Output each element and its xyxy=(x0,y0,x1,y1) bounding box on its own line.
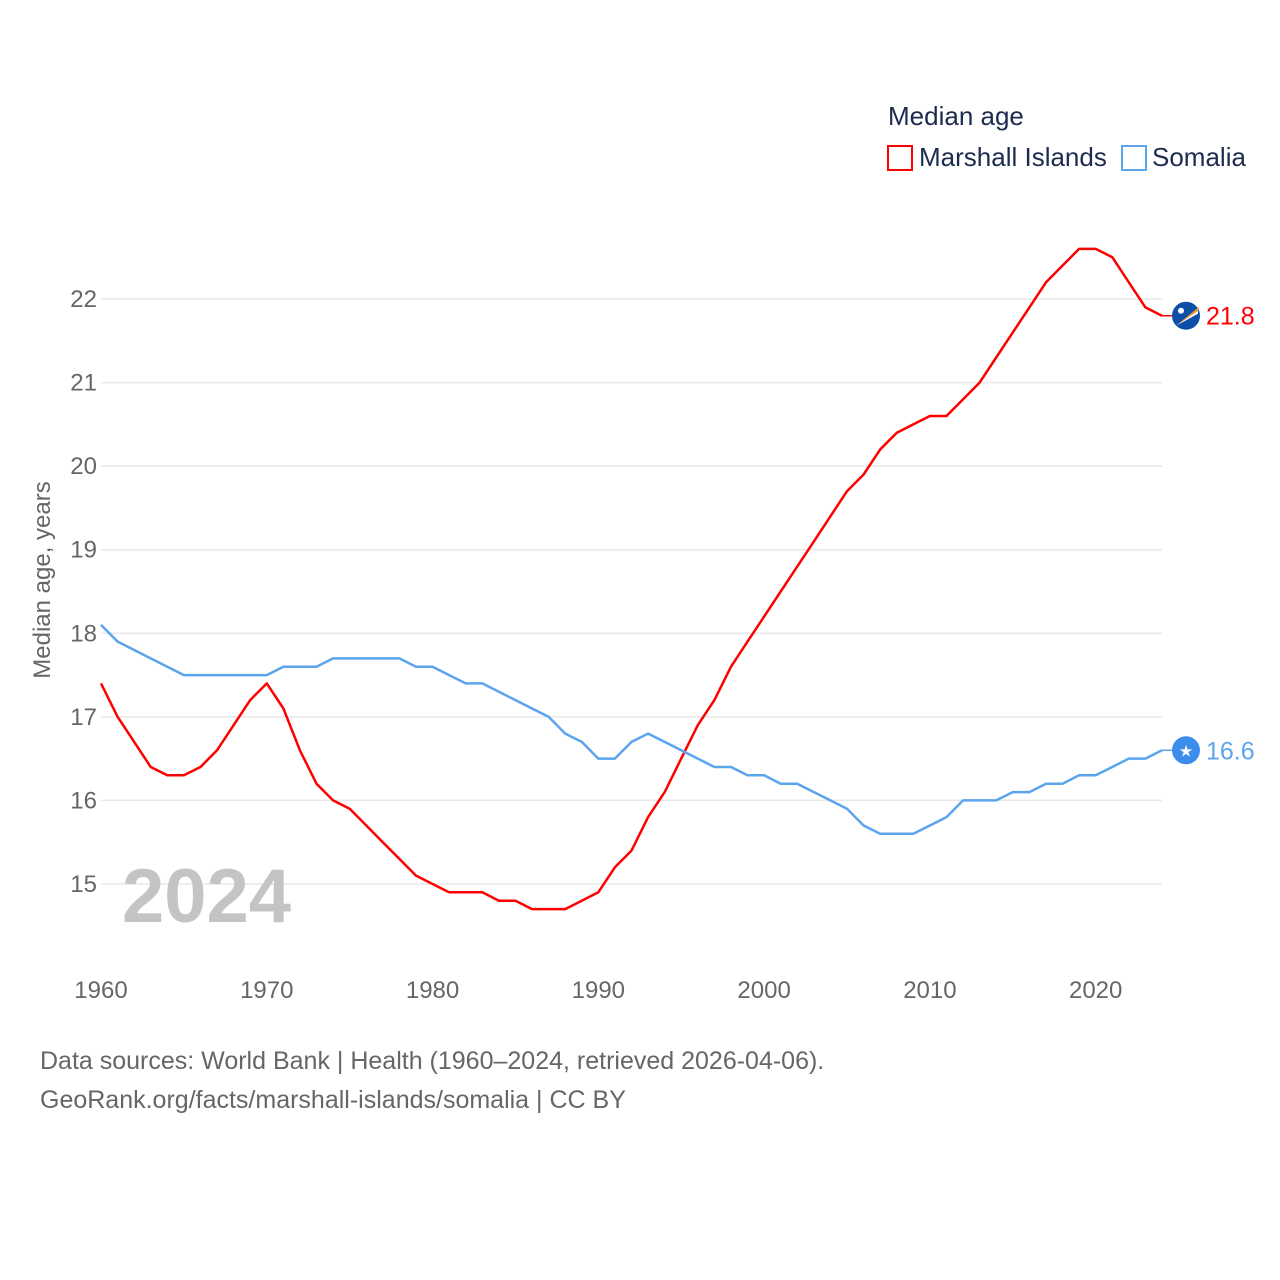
somalia-flag-icon: ★ xyxy=(1172,736,1200,765)
y-tick-label: 17 xyxy=(70,704,97,731)
legend: Median age Marshall Islands Somalia xyxy=(887,101,1246,172)
x-tick-label: 2000 xyxy=(737,977,790,1004)
series-line-marshall-islands xyxy=(99,247,1163,911)
svg-text:★: ★ xyxy=(1179,743,1193,760)
legend-swatch-marshall-islands xyxy=(887,145,913,171)
footer-sources: Data sources: World Bank | Health (1960–… xyxy=(40,1047,824,1075)
marshall-islands-flag-icon xyxy=(1172,301,1200,330)
gridlines xyxy=(101,298,1162,885)
y-tick-label: 16 xyxy=(70,787,97,814)
footer-link[interactable]: GeoRank.org/facts/marshall-islands/somal… xyxy=(40,1086,626,1114)
y-axis-ticks: 15 16 17 18 19 20 21 22 xyxy=(70,286,97,898)
legend-label: Marshall Islands xyxy=(919,142,1107,172)
y-tick-label: 22 xyxy=(70,286,97,313)
x-tick-label: 2020 xyxy=(1069,977,1122,1004)
y-tick-label: 19 xyxy=(70,537,97,564)
y-tick-label: 21 xyxy=(70,370,97,397)
x-tick-label: 1970 xyxy=(240,977,293,1004)
y-tick-label: 15 xyxy=(70,871,97,898)
series-lines xyxy=(99,247,1163,911)
legend-swatch-somalia xyxy=(1121,145,1147,171)
legend-item-somalia[interactable]: Somalia xyxy=(1121,142,1246,172)
y-axis-label: Median age, years xyxy=(29,481,56,678)
y-tick-label: 18 xyxy=(70,620,97,647)
legend-label: Somalia xyxy=(1152,142,1246,172)
end-value-label: 21.8 xyxy=(1206,303,1255,331)
x-tick-label: 1960 xyxy=(74,977,127,1004)
y-tick-label: 20 xyxy=(70,453,97,480)
legend-item-marshall-islands[interactable]: Marshall Islands xyxy=(887,142,1107,172)
x-tick-label: 1980 xyxy=(406,977,459,1004)
end-value-label: 16.6 xyxy=(1206,737,1255,765)
year-watermark: 2024 xyxy=(122,854,291,939)
series-line-somalia xyxy=(100,624,1163,836)
series-end-markers: 21.8 ★ 16.6 xyxy=(1162,301,1255,765)
legend-title: Median age xyxy=(888,101,1024,131)
x-tick-label: 2010 xyxy=(903,977,956,1004)
x-tick-label: 1990 xyxy=(572,977,625,1004)
x-axis-ticks: 1960 1970 1980 1990 2000 2010 2020 xyxy=(74,977,1122,1004)
